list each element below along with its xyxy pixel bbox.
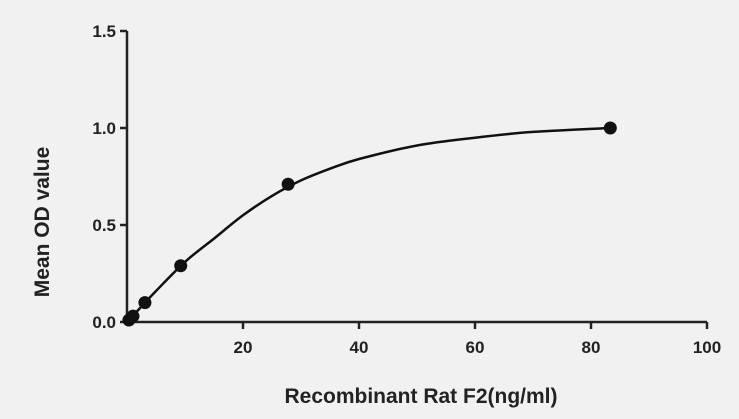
axes: [125, 31, 707, 324]
fit-curve-layer: [126, 126, 611, 323]
fit-curve-line: [126, 126, 611, 323]
y-tick-label: 0.0: [92, 313, 116, 332]
x-tick-label: 20: [234, 338, 253, 357]
y-tick-label: 1.0: [92, 119, 116, 138]
data-point: [603, 121, 617, 135]
data-point: [281, 177, 295, 191]
data-points: [122, 121, 617, 327]
y-tick-label: 0.5: [92, 216, 116, 235]
data-point: [138, 296, 152, 310]
x-tick-label: 40: [350, 338, 369, 357]
x-axis-title: Recombinant Rat F2(ng/ml): [284, 385, 557, 408]
data-point: [174, 259, 188, 273]
data-point: [126, 309, 140, 323]
x-tick-label: 100: [693, 338, 721, 357]
y-tick-label: 1.5: [92, 22, 116, 41]
x-tick-label: 80: [582, 338, 601, 357]
x-tick-label: 60: [466, 338, 485, 357]
y-axis-title: Mean OD value: [31, 147, 54, 298]
ticks: 20 40 60 80 100 0.0 0.5 1.0 1.5: [92, 22, 721, 357]
